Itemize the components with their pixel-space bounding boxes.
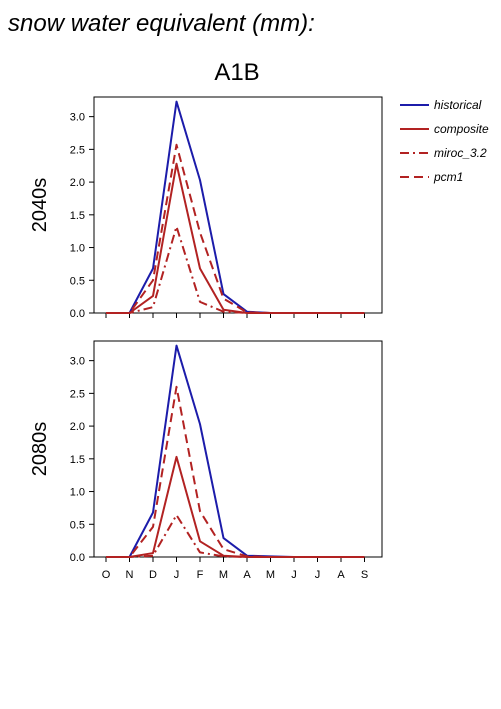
x-tick-label: M [266, 569, 275, 581]
y-tick-label: 1.5 [70, 210, 85, 222]
y-tick-label: 3.0 [70, 112, 85, 124]
x-tick-label: J [174, 569, 180, 581]
y-tick-label: 2.0 [70, 177, 85, 189]
y-tick-label: 2.5 [70, 144, 85, 156]
series-line-historical [106, 344, 365, 558]
legend: historical composite miroc_3.2 pcm1 [400, 98, 489, 184]
panel-period-label: 2080s [29, 422, 51, 477]
legend-label: pcm1 [433, 170, 463, 184]
x-tick-label: J [291, 569, 297, 581]
x-tick-label: D [149, 569, 157, 581]
x-tick-label: J [315, 569, 321, 581]
panel-2080s: 0.0 0.5 1.0 1.5 2.0 2.5 3.0 O N D J F M A M J J A S 2080s [29, 340, 383, 581]
series-line-composite [106, 455, 365, 558]
y-tick-label: 2.5 [70, 388, 85, 400]
panel-2040s: 0.0 0.5 1.0 1.5 2.0 2.5 3.0 2040s [29, 96, 383, 320]
scenario-label: A1B [214, 59, 259, 86]
x-tick-label: M [219, 569, 228, 581]
y-tick-label: 3.0 [70, 356, 85, 368]
y-tick-label: 0.5 [70, 275, 85, 287]
series-line-miroc-3-2 [106, 514, 365, 558]
y-tick-label: 2.0 [70, 421, 85, 433]
x-tick-label: A [337, 569, 345, 581]
chart-panels: 0.0 0.5 1.0 1.5 2.0 2.5 3.0 2040s 0.0 0.5 1.0 1.5 2.… [29, 96, 383, 581]
y-tick-label: 1.5 [70, 454, 85, 466]
x-tick-label: S [361, 569, 368, 581]
legend-item: historical [400, 98, 482, 112]
x-tick-label: F [197, 569, 204, 581]
y-tick-label: 0.0 [70, 308, 85, 320]
plot-frame [93, 96, 383, 314]
y-tick-label: 0.0 [70, 552, 85, 564]
legend-item: composite [400, 122, 489, 136]
x-tick-label: N [126, 569, 134, 581]
y-tick-label: 1.0 [70, 487, 85, 499]
y-tick-label: 0.5 [70, 519, 85, 531]
series-line-pcm1 [106, 143, 365, 314]
panel-period-label: 2040s [29, 178, 51, 233]
series-line-historical [106, 100, 365, 314]
x-tick-label: A [243, 569, 251, 581]
plot-frame [93, 340, 383, 558]
figure-title: snow water equivalent (mm): [8, 10, 315, 37]
series-line-pcm1 [106, 385, 365, 558]
legend-label: historical [434, 98, 482, 112]
legend-label: miroc_3.2 [434, 146, 487, 160]
series-line-miroc-3-2 [106, 225, 365, 314]
x-tick-label: O [102, 569, 111, 581]
legend-item: pcm1 [400, 170, 463, 184]
legend-label: composite [434, 122, 489, 136]
legend-item: miroc_3.2 [400, 146, 487, 160]
y-tick-label: 1.0 [70, 243, 85, 255]
